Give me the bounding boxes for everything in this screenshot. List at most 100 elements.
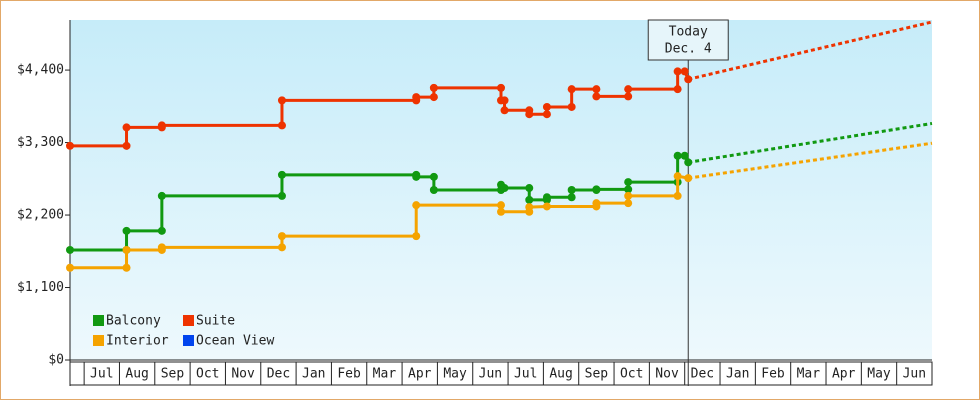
projection-line [688,121,933,164]
x-tick-label: Dec [267,367,290,382]
x-tick-label: Aug [125,367,148,382]
price-point [412,172,421,181]
x-tick-label: Jun [479,367,502,382]
price-point [592,199,601,208]
legend-swatch [93,335,104,346]
price-point [412,232,421,241]
today-label: Dec. 4 [665,42,712,57]
x-tick-label: Sep [161,367,185,382]
price-point [500,96,509,105]
legend-swatch [183,315,194,326]
price-point [277,170,286,179]
price-point [624,178,633,187]
price-point [567,102,576,111]
price-point [624,199,633,208]
projection-line [688,141,933,180]
x-tick-label: Apr [408,367,432,382]
price-point [525,110,534,119]
x-tick-label: Aug [549,367,572,382]
price-point [592,185,601,194]
y-tick-label: $1,100 [17,280,64,295]
price-point [624,85,633,94]
price-point [157,121,166,130]
price-point [157,191,166,200]
x-tick-label: Dec [691,367,714,382]
price-point [66,263,74,272]
legend-swatch [183,335,194,346]
price-point [525,203,534,212]
price-point [157,243,166,252]
price-point [592,92,601,101]
price-point [429,172,438,181]
price-point [680,67,689,76]
x-tick-label: Apr [832,367,856,382]
x-tick-label: Nov [655,367,679,382]
y-tick-label: $0 [48,353,64,368]
price-point [277,243,286,252]
price-point [122,226,131,235]
price-point [592,85,601,94]
price-point [277,191,286,200]
x-tick-label: Mar [373,367,397,382]
price-point [500,106,509,115]
legend-swatch [93,315,104,326]
price-point [624,92,633,101]
x-tick-label: Jan [726,367,749,382]
x-tick-label: Nov [231,367,255,382]
price-point [157,226,166,235]
legend-label: Interior [106,334,169,349]
price-point [624,185,633,194]
price-point [542,102,551,111]
price-point [429,186,438,194]
price-point [673,67,682,76]
x-tick-label: Feb [337,367,361,382]
x-tick-label: Jan [302,367,325,382]
legend-label: Suite [196,314,235,329]
price-point [542,110,551,119]
price-point [500,184,509,193]
price-point [412,201,421,210]
price-point [673,172,682,181]
x-tick-label: Jul [90,367,113,382]
price-point [66,245,74,254]
price-point [567,193,576,202]
price-point [497,83,505,92]
x-tick-label: Jun [903,367,926,382]
price-point [122,123,131,132]
price-point [277,96,286,105]
price-point [673,151,682,160]
price-point [525,184,534,193]
today-label: Today [669,25,708,40]
month-strip [69,361,933,386]
legend-label: Ocean View [196,334,274,349]
y-tick-label: $2,200 [17,208,64,223]
price-point [673,85,682,94]
price-point [542,202,551,211]
y-tick-label: $4,400 [17,63,64,78]
price-point [673,191,682,200]
price-point [542,193,551,202]
price-point [277,121,286,130]
price-point [567,85,576,94]
x-tick-label: Oct [620,367,643,382]
price-point [429,93,438,102]
price-point [412,93,421,102]
y-tick-label: $3,300 [17,135,64,150]
price-point [122,263,131,272]
price-point [429,83,438,92]
x-tick-label: May [867,367,891,382]
price-point [277,232,286,241]
price-point [567,186,576,194]
x-tick-label: May [443,367,467,382]
price-point [624,191,633,200]
price-point [122,245,131,254]
x-tick-label: Sep [585,367,609,382]
x-tick-label: Oct [196,367,219,382]
price-point [66,141,74,150]
legend-label: Balcony [106,314,161,329]
x-tick-label: Jul [514,367,537,382]
x-tick-label: Feb [761,367,785,382]
price-point [497,201,505,210]
price-point [680,151,689,160]
